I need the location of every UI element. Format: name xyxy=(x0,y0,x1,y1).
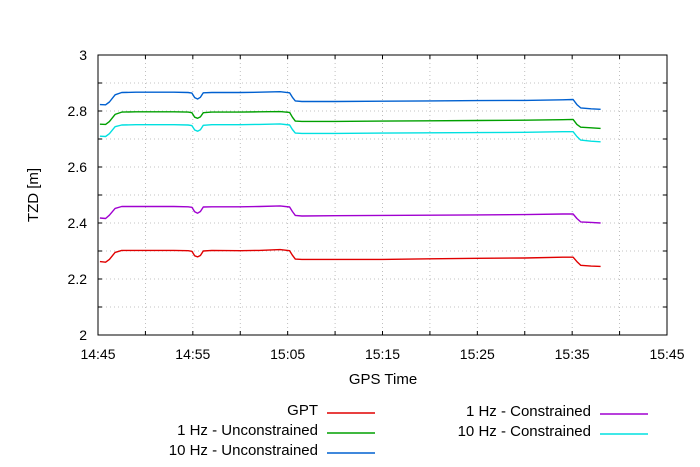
y-axis-label: TZD [m] xyxy=(25,168,42,222)
legend: GPT 1 Hz - Unconstrained 10 Hz - Unconstra… xyxy=(169,402,648,459)
legend-label-2: 10 Hz - Unconstrained xyxy=(169,442,318,459)
series-line-3 xyxy=(99,205,601,224)
x-tick-label: 15:25 xyxy=(460,346,495,362)
y-tick-label: 3 xyxy=(79,47,87,63)
legend-label-0: GPT xyxy=(287,402,318,419)
x-tick-label: 15:45 xyxy=(649,346,684,362)
legend-label-1: 1 Hz - Unconstrained xyxy=(177,422,318,439)
y-tick-label: 2.6 xyxy=(68,159,88,175)
legend-label-4: 10 Hz - Constrained xyxy=(458,423,591,440)
x-tick-label: 15:15 xyxy=(365,346,400,362)
series-line-4 xyxy=(99,123,601,143)
x-axis-label: GPS Time xyxy=(349,371,417,388)
series-group xyxy=(99,91,601,268)
x-tick-label: 15:05 xyxy=(270,346,305,362)
y-tick-label: 2 xyxy=(79,327,87,343)
series-line-2 xyxy=(99,91,601,110)
x-tick-label: 15:35 xyxy=(555,346,590,362)
x-tick-label: 14:45 xyxy=(80,346,115,362)
y-tick-label: 2.2 xyxy=(68,271,88,287)
axis-ticks: 14:45 14:55 15:05 15:15 15:25 15:35 15:45 2 2.2 2… xyxy=(68,47,685,362)
grid xyxy=(98,55,667,335)
series-line-1 xyxy=(99,110,601,130)
y-tick-label: 2.4 xyxy=(68,215,88,231)
series-line-0 xyxy=(99,248,601,268)
x-tick-label: 14:55 xyxy=(175,346,210,362)
legend-label-3: 1 Hz - Constrained xyxy=(466,403,591,420)
y-tick-label: 2.8 xyxy=(68,103,88,119)
